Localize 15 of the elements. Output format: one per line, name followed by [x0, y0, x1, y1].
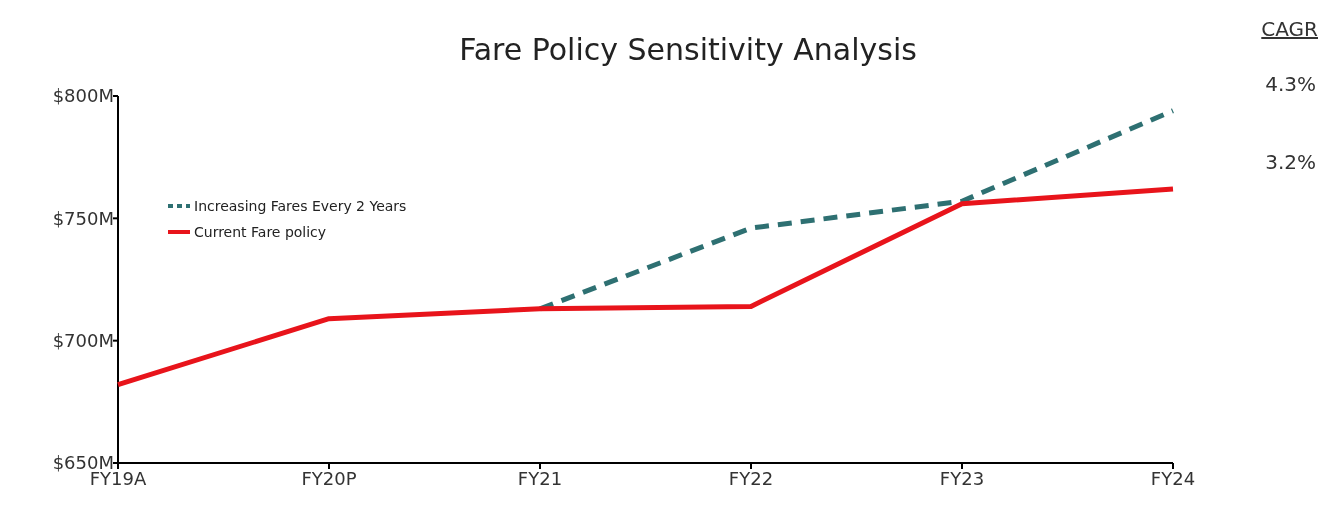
x-tick-label: FY22	[728, 468, 774, 489]
chart-title: Fare Policy Sensitivity Analysis	[459, 32, 917, 67]
legend-label: Increasing Fares Every 2 Years	[194, 197, 407, 214]
x-tick-label: FY19A	[89, 468, 147, 489]
text: CAGR	[1261, 17, 1319, 41]
text: 4.3%	[1265, 71, 1316, 96]
x-tick-label: FY23	[939, 468, 985, 489]
y-tick-label: $700M	[52, 329, 114, 351]
x-tick-label: FY21	[517, 468, 563, 489]
legend-label: Current Fare policy	[194, 223, 327, 240]
y-tick-label: $800M	[52, 85, 114, 107]
text: 3.2%	[1265, 149, 1316, 174]
x-tick-label: FY24	[1150, 468, 1196, 489]
x-tick-label: FY20P	[301, 468, 357, 489]
y-tick-label: $750M	[52, 207, 114, 229]
